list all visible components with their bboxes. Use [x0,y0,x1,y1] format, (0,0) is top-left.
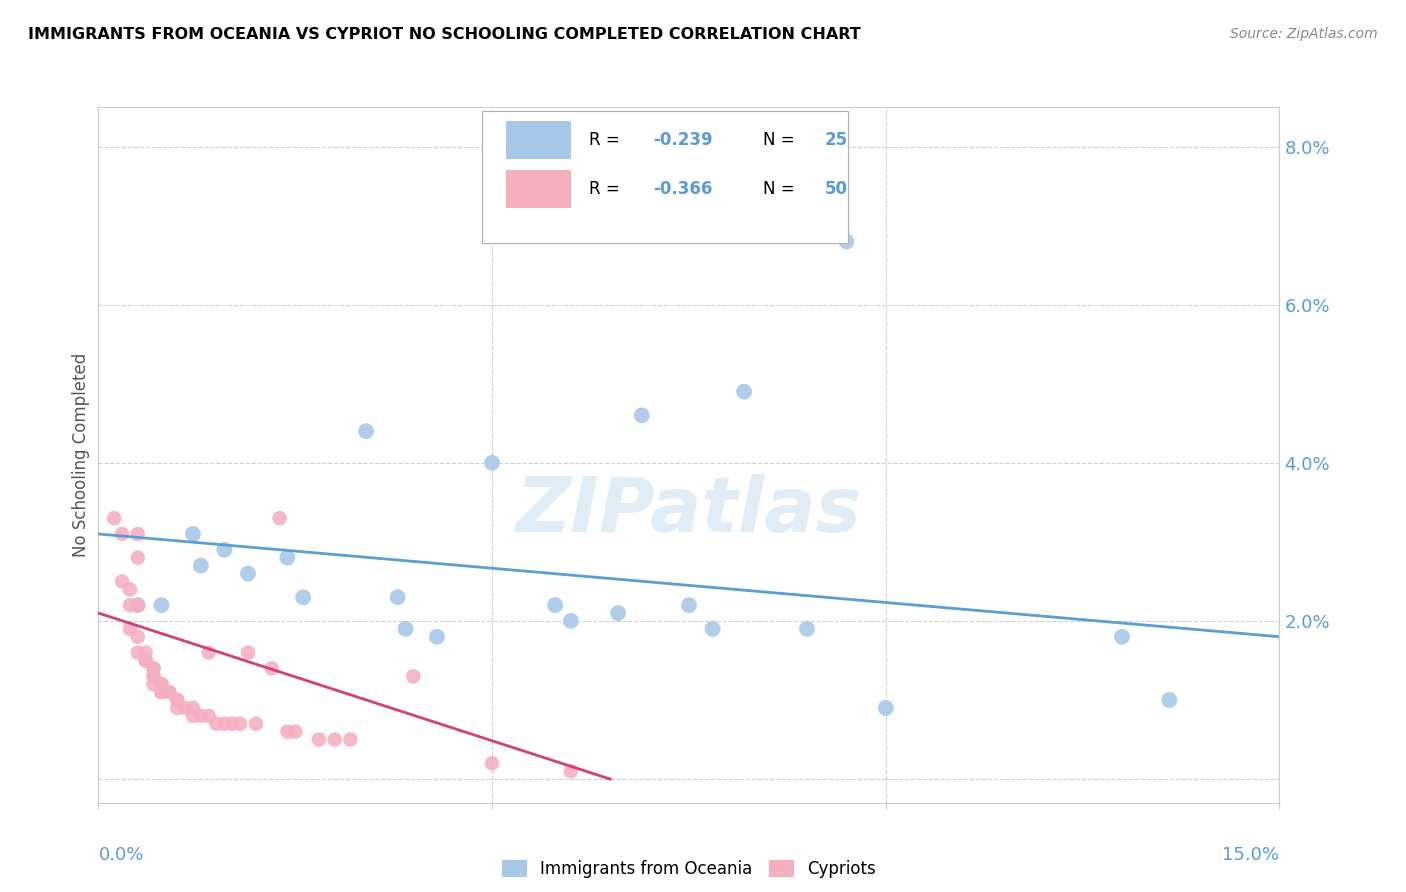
Point [339,732,361,747]
Text: 0.0%: 0.0% [98,847,143,864]
Text: R =: R = [589,180,624,198]
Point [118,582,141,597]
Point [166,701,188,715]
Point [214,716,236,731]
Bar [506,169,571,208]
Legend: Immigrants from Oceania, Cypriots: Immigrants from Oceania, Cypriots [495,854,883,885]
Point [481,456,503,470]
Point [118,598,141,612]
Point [166,693,188,707]
Text: IMMIGRANTS FROM OCEANIA VS CYPRIOT NO SCHOOLING COMPLETED CORRELATION CHART: IMMIGRANTS FROM OCEANIA VS CYPRIOT NO SC… [28,27,860,42]
Point [111,527,134,541]
Point [394,622,416,636]
Point [354,424,377,438]
Point [181,527,204,541]
Point [127,598,149,612]
Bar [506,121,571,159]
Point [181,701,204,715]
Point [607,606,630,620]
Point [284,724,307,739]
Point [875,701,897,715]
FancyBboxPatch shape [482,111,848,243]
Point [260,661,283,675]
Point [323,732,346,747]
Point [111,574,134,589]
Point [835,235,858,249]
Text: -0.239: -0.239 [654,131,713,150]
Point [796,622,818,636]
Point [276,724,298,739]
Point [135,653,157,667]
Point [135,653,157,667]
Point [150,598,173,612]
Point [236,646,259,660]
Point [142,661,165,675]
Point [166,693,188,707]
Point [150,685,173,699]
Text: -0.366: -0.366 [654,180,713,198]
Point [127,598,149,612]
Text: 15.0%: 15.0% [1222,847,1279,864]
Point [150,677,173,691]
Point [197,708,219,723]
Point [245,716,267,731]
Point [127,527,149,541]
Point [229,716,252,731]
Point [402,669,425,683]
Text: N =: N = [763,180,800,198]
Point [560,764,582,779]
Point [190,558,212,573]
Point [630,409,652,423]
Point [702,622,724,636]
Point [103,511,125,525]
Point [205,716,228,731]
Point [678,598,700,612]
Text: N =: N = [763,131,800,150]
Point [181,708,204,723]
Point [276,550,298,565]
Point [292,591,315,605]
Y-axis label: No Schooling Completed: No Schooling Completed [72,353,90,557]
Point [127,630,149,644]
Point [1111,630,1133,644]
Point [197,646,219,660]
Point [269,511,291,525]
Point [387,591,409,605]
Point [142,669,165,683]
Text: 50: 50 [825,180,848,198]
Point [118,622,141,636]
Point [142,661,165,675]
Text: Source: ZipAtlas.com: Source: ZipAtlas.com [1230,27,1378,41]
Point [733,384,755,399]
Point [157,685,180,699]
Point [236,566,259,581]
Point [214,542,236,557]
Point [174,701,197,715]
Point [221,716,243,731]
Point [127,646,149,660]
Text: 25: 25 [825,131,848,150]
Point [481,756,503,771]
Point [135,646,157,660]
Text: ZIPatlas: ZIPatlas [516,474,862,548]
Point [1159,693,1181,707]
Point [142,677,165,691]
Point [544,598,567,612]
Point [150,685,173,699]
Point [127,550,149,565]
Point [157,685,180,699]
Point [308,732,330,747]
Point [190,708,212,723]
Point [560,614,582,628]
Point [150,677,173,691]
Point [142,669,165,683]
Text: R =: R = [589,131,624,150]
Point [426,630,449,644]
